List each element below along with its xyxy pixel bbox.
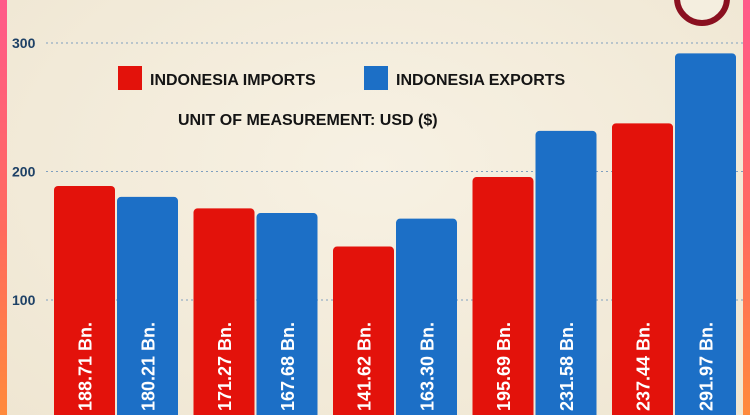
y-tick-label-300: 300 [12,35,36,51]
legend: INDONESIA IMPORTS INDONESIA EXPORTS [118,66,566,90]
bars [54,53,736,415]
left-border-accent [0,0,7,415]
imports-bar-4 [472,177,534,415]
exports-value-label-2: 167.68 Bn. [278,322,298,411]
right-border-accent [743,0,750,415]
imports-bar-5 [612,123,673,415]
imports-value-label-3: 141.62 Bn. [355,322,375,411]
legend-label-imports: INDONESIA IMPORTS [150,72,316,89]
imports-value-label-5: 237.44 Bn. [634,322,654,411]
exports-bar-3 [396,218,457,415]
exports-value-label-5: 291.97 Bn. [697,322,717,411]
exports-value-label-1: 180.21 Bn. [139,322,159,411]
legend-label-exports: INDONESIA EXPORTS [396,72,566,89]
imports-value-label-4: 195.69 Bn. [494,322,514,411]
exports-bar-2 [256,213,318,415]
imports-bar-3 [333,246,394,415]
bar-value-labels: 188.71 Bn. 171.27 Bn. 141.62 Bn. 195.69 Bn.… [76,322,717,411]
imports-value-label-1: 188.71 Bn. [76,322,96,411]
imports-value-label-2: 171.27 Bn. [215,322,235,411]
exports-bar-5 [675,53,736,415]
legend-swatch-imports [118,66,142,90]
imports-bar-2 [193,208,255,415]
y-tick-label-200: 200 [12,164,36,180]
exports-value-label-4: 231.58 Bn. [557,322,577,411]
y-axis-ticks: 100 200 300 [12,35,36,308]
exports-bar-1 [117,196,178,415]
legend-swatch-exports [364,66,388,90]
exports-bar-4 [535,130,597,415]
y-tick-label-100: 100 [12,292,36,308]
imports-bar-1 [54,186,115,415]
unit-of-measurement-note: UNIT OF MEASUREMENT: USD ($) [178,112,438,129]
exports-value-label-3: 163.30 Bn. [418,322,438,411]
